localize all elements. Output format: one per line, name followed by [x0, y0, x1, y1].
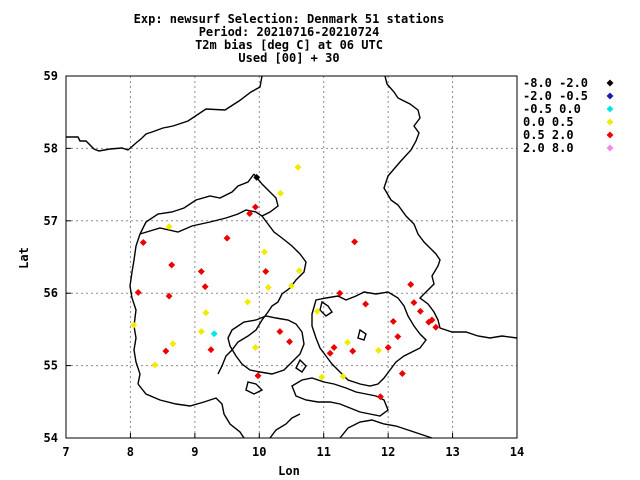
plot-area — [66, 76, 517, 438]
x-tick-label: 11 — [316, 445, 330, 459]
station-point — [130, 321, 138, 329]
x-tick-label: 7 — [62, 445, 69, 459]
station-point — [223, 234, 231, 242]
y-axis: 54 55 56 57 58 59 — [44, 69, 71, 445]
chart-header-line-2: Period: 20210716-20210724 — [199, 25, 380, 39]
station-point — [244, 298, 252, 306]
legend-marker — [606, 92, 614, 100]
y-tick-label: 56 — [44, 286, 58, 300]
legend-label: 2.0 8.0 — [523, 141, 574, 155]
y-tick-label: 55 — [44, 359, 58, 373]
station-point — [197, 328, 205, 336]
station-point — [362, 300, 370, 308]
x-tick-label: 14 — [510, 445, 524, 459]
station-point — [251, 343, 259, 352]
station-point — [139, 238, 147, 247]
legend-label: -2.0 -0.5 — [523, 89, 588, 103]
station-point — [162, 347, 170, 355]
chart-header-line-4: Used [00] + 30 — [238, 51, 339, 65]
station-point — [389, 317, 397, 325]
station-point — [286, 338, 294, 346]
station-point — [351, 238, 359, 246]
station-point — [407, 280, 415, 289]
station-point — [374, 346, 383, 354]
station-point — [197, 267, 205, 276]
station-point — [246, 210, 254, 218]
station-point — [343, 338, 352, 346]
y-tick-label: 54 — [44, 431, 58, 445]
station-point — [349, 347, 357, 355]
station-point — [330, 343, 338, 352]
station-point — [276, 189, 285, 197]
chart-header-line-3: T2m bias [deg C] at 06 UTC — [195, 38, 383, 52]
station-point — [207, 346, 215, 354]
station-point — [410, 299, 418, 307]
station-point — [254, 372, 262, 380]
station-point — [168, 261, 176, 269]
x-tick-label: 8 — [127, 445, 134, 459]
station-point — [326, 349, 334, 357]
station-point — [416, 307, 424, 315]
legend-marker — [606, 131, 614, 139]
station-point — [260, 248, 268, 256]
station-point — [169, 340, 177, 348]
station-point — [425, 318, 433, 326]
station-point — [339, 372, 347, 381]
station-point — [151, 361, 159, 369]
station-point — [165, 292, 173, 300]
y-tick-label: 59 — [44, 69, 58, 83]
x-tick-label: 12 — [381, 445, 395, 459]
station-point — [384, 343, 392, 352]
station-point — [398, 370, 406, 378]
legend-label: 0.5 2.0 — [523, 128, 574, 142]
station-point — [134, 288, 142, 297]
station-point — [165, 223, 173, 231]
coastline-map — [66, 75, 518, 439]
station-point — [294, 163, 302, 171]
station-point — [210, 330, 218, 338]
station-point — [376, 393, 384, 401]
x-tick-label: 9 — [191, 445, 198, 459]
legend-label: -8.0 -2.0 — [523, 76, 588, 90]
legend-marker — [606, 79, 614, 87]
station-point — [432, 323, 440, 331]
station-point — [262, 267, 270, 276]
x-axis-label: Lon — [278, 464, 300, 478]
station-point — [251, 203, 259, 211]
legend-marker — [606, 105, 614, 113]
y-tick-label: 58 — [44, 141, 58, 155]
station-points — [130, 163, 440, 401]
legend-marker — [606, 118, 614, 126]
y-tick-label: 57 — [44, 214, 58, 228]
station-point — [295, 267, 303, 275]
station-point — [287, 282, 296, 290]
legend-marker — [606, 144, 614, 152]
chart-header-line-1: Exp: newsurf Selection: Denmark 51 stati… — [134, 12, 445, 26]
legend-label: -0.5 0.0 — [523, 102, 581, 116]
station-point — [253, 173, 261, 181]
station-point — [201, 283, 209, 291]
station-point — [336, 289, 344, 297]
station-point — [264, 283, 272, 291]
legend: -8.0 -2.0-2.0 -0.5-0.5 0.00.0 0.50.5 2.0… — [523, 76, 614, 155]
station-point — [276, 328, 284, 336]
station-point — [313, 307, 321, 315]
station-point — [202, 309, 210, 317]
x-tick-label: 10 — [252, 445, 266, 459]
y-axis-label: Lat — [17, 247, 31, 269]
plot-frame — [65, 75, 518, 439]
x-tick-label: 13 — [445, 445, 459, 459]
legend-label: 0.0 0.5 — [523, 115, 574, 129]
station-point — [394, 333, 402, 341]
station-point — [318, 373, 326, 381]
x-axis: 7 8 9 10 11 12 13 14 — [62, 433, 524, 459]
grid — [66, 76, 517, 438]
